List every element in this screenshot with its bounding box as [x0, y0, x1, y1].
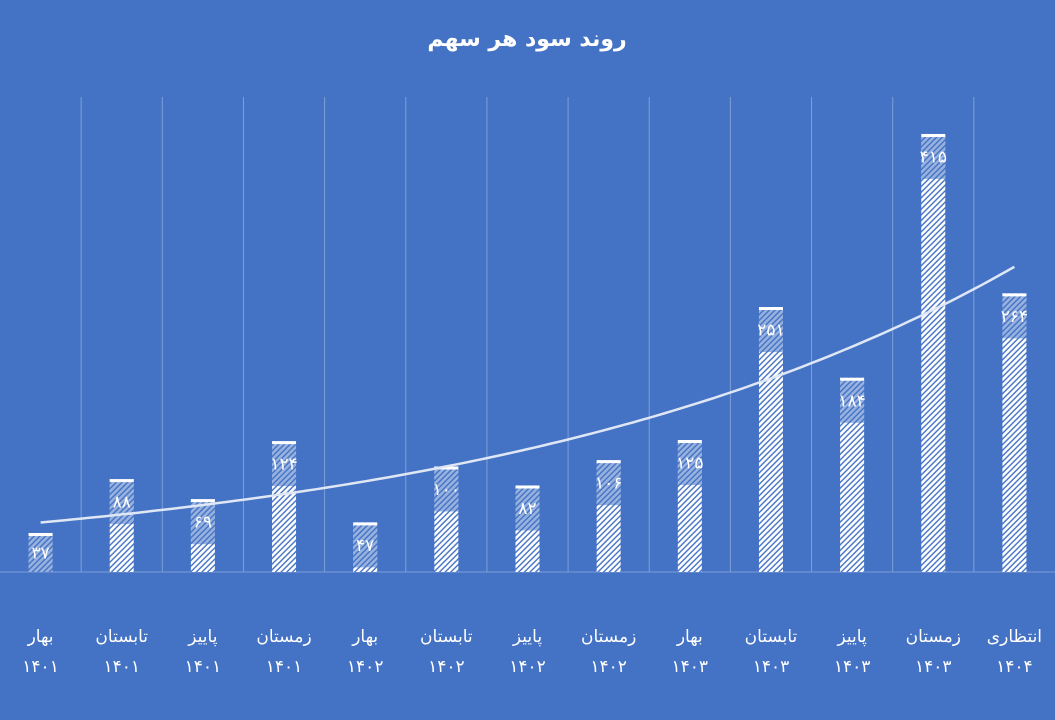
- x-tick-label: ۱۴۰۲: [509, 657, 546, 677]
- x-tick-label: ۱۴۰۳: [915, 657, 952, 677]
- label-box: [515, 485, 540, 531]
- x-tick-label: ۱۴۰۲: [590, 657, 627, 677]
- x-tick-label: پاییز: [837, 627, 867, 647]
- x-tick-label: تابستان: [95, 627, 148, 647]
- data-label: ۱۰۰: [433, 480, 460, 500]
- label-box: [1002, 293, 1027, 339]
- x-tick-label: بهار: [351, 627, 378, 647]
- label-box: [840, 377, 865, 423]
- data-label: ۴۷: [356, 536, 374, 556]
- x-tick-label: ۱۴۰۳: [834, 657, 871, 677]
- x-tick-label: زمستان: [906, 627, 961, 647]
- x-tick-label: پاییز: [512, 627, 542, 647]
- x-tick-label: تابستان: [420, 627, 473, 647]
- label-box: [434, 466, 459, 512]
- x-tick-label: انتظاری: [987, 627, 1042, 647]
- x-tick-label: تابستان: [745, 627, 798, 647]
- x-tick-label: ۱۴۰۱: [103, 657, 140, 677]
- x-tick-label: ۱۴۰۳: [672, 657, 709, 677]
- bar: [921, 133, 946, 572]
- x-tick-label: پاییز: [187, 627, 217, 647]
- x-tick-label: ۱۴۰۲: [347, 657, 384, 677]
- data-label: ۱۲۵: [676, 454, 703, 474]
- data-label: ۸۲: [518, 499, 536, 519]
- chart-title: روند سود هر سهم: [427, 27, 626, 52]
- x-tick-label: ۱۴۰۱: [266, 657, 303, 677]
- label-box: [353, 522, 378, 568]
- x-tick-label: زمستان: [256, 627, 311, 647]
- x-tick-label: ۱۴۰۱: [185, 657, 222, 677]
- data-label: ۸۸: [113, 493, 131, 513]
- data-label: ۲۵۱: [757, 321, 784, 341]
- trendline: [40, 265, 1016, 524]
- x-tick-label: ۱۴۰۲: [428, 657, 465, 677]
- x-tick-label: زمستان: [581, 627, 636, 647]
- x-tick-label: ۱۴۰۳: [753, 657, 790, 677]
- data-label: ۳۷: [31, 543, 49, 563]
- data-label: ۴۱۵: [920, 147, 947, 167]
- data-label: ۶۹: [194, 513, 212, 533]
- data-label: ۱۲۴: [270, 455, 297, 475]
- label-box: [677, 440, 702, 486]
- data-label: ۲۶۴: [1001, 307, 1028, 327]
- x-tick-label: بهار: [676, 627, 703, 647]
- data-label: ۱۸۴: [838, 391, 865, 411]
- label-box: [272, 441, 297, 487]
- label-box: [109, 479, 134, 525]
- data-label: ۱۰۶: [595, 474, 622, 494]
- bar: [1002, 293, 1027, 572]
- label-box: [758, 307, 783, 353]
- label-box: [28, 532, 53, 572]
- x-tick-label: ۱۴۰۱: [22, 657, 59, 677]
- x-tick-label: بهار: [27, 627, 54, 647]
- label-box: [596, 460, 621, 506]
- x-tick-label: ۱۴۰۴: [996, 657, 1033, 677]
- label-box: [921, 133, 946, 179]
